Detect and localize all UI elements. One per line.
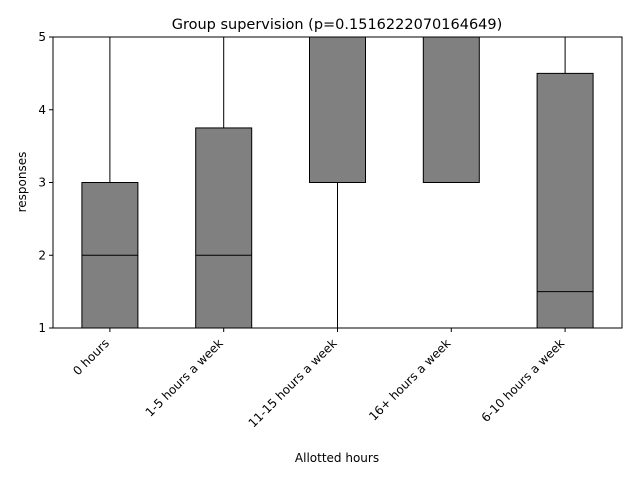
box-group — [195, 36, 253, 329]
y-axis: 1 2 3 4 5 — [38, 30, 53, 335]
x-tick-label: 1-5 hours a week — [143, 336, 226, 419]
y-axis-label: responses — [15, 152, 29, 213]
x-tick-label: 16+ hours a week — [366, 336, 453, 423]
y-tick-label: 4 — [38, 103, 46, 117]
plot-area — [81, 36, 594, 329]
y-tick-label: 1 — [38, 321, 46, 335]
x-tick-label: 11-15 hours a week — [246, 336, 340, 430]
box — [422, 36, 480, 183]
box-group — [422, 36, 480, 183]
x-axis: 0 hours 1-5 hours a week 11-15 hours a wee… — [70, 328, 567, 430]
box — [195, 127, 253, 329]
box-group — [309, 36, 366, 329]
x-tick-label: 6-10 hours a week — [479, 336, 568, 425]
x-axis-label: Allotted hours — [295, 451, 379, 465]
y-tick-label: 3 — [38, 176, 46, 190]
chart-title: Group supervision (p=0.1516222070164649) — [172, 17, 503, 33]
box — [536, 72, 594, 329]
box-group — [81, 36, 139, 329]
box — [309, 36, 366, 183]
y-tick-label: 2 — [38, 248, 46, 262]
x-tick-label: 0 hours — [70, 336, 112, 378]
box-group — [536, 36, 594, 329]
plot-frame — [52, 36, 623, 329]
y-tick-label: 5 — [38, 30, 46, 44]
